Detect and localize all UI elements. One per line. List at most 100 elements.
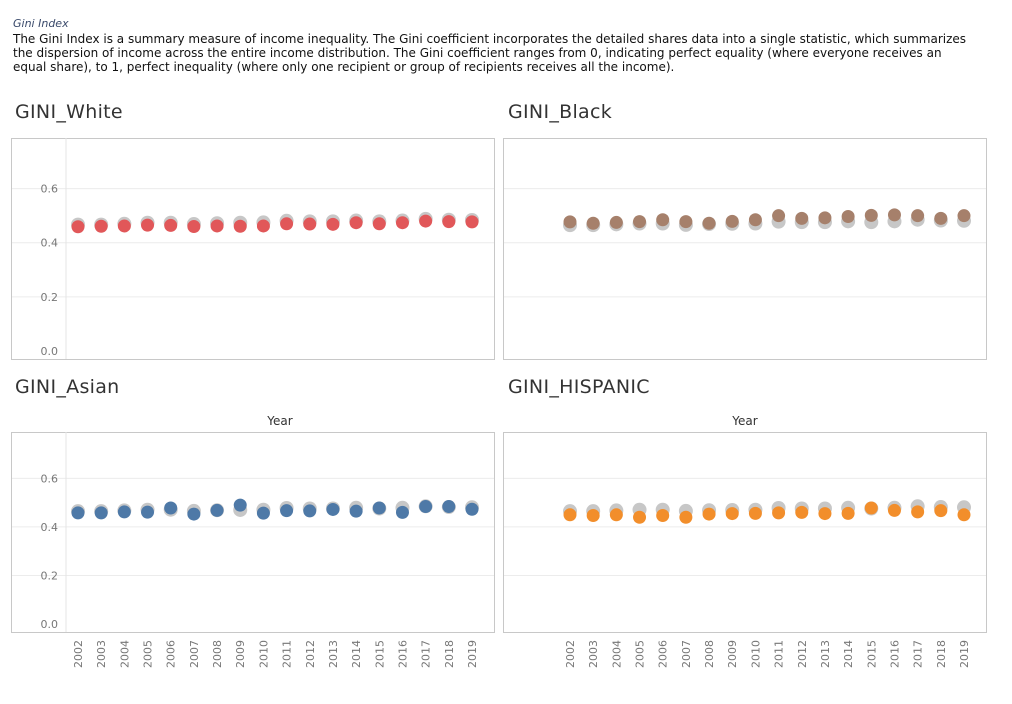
- data-point: [586, 509, 600, 523]
- data-point: [818, 507, 832, 521]
- x-tick-label: 2015: [373, 640, 386, 668]
- panel-frame: [11, 432, 495, 633]
- data-point: [748, 213, 762, 227]
- x-tick-label: 2017: [912, 640, 925, 668]
- x-tick-label: 2018: [443, 640, 456, 668]
- data-point: [864, 501, 878, 515]
- x-tick-label: 2016: [396, 640, 409, 668]
- y-tick-label: 0.6: [41, 183, 59, 196]
- data-point: [349, 504, 363, 518]
- x-tick-label: 2012: [796, 640, 809, 668]
- data-point: [841, 209, 855, 223]
- data-point: [210, 503, 224, 517]
- panel-title-hispanic: GINI_HISPANIC: [508, 376, 650, 398]
- x-tick-label: 2009: [234, 640, 247, 668]
- data-point: [934, 504, 948, 518]
- data-point: [256, 219, 270, 233]
- x-tick-label: 2008: [211, 640, 224, 668]
- data-point: [164, 501, 178, 515]
- data-point: [911, 209, 925, 223]
- data-point: [372, 501, 386, 515]
- data-point: [303, 504, 317, 518]
- x-axis-title-asian: Year: [267, 414, 293, 428]
- data-point: [395, 216, 409, 230]
- x-tick-label: 2005: [634, 640, 647, 668]
- data-point: [725, 507, 739, 521]
- data-point: [233, 219, 247, 233]
- y-tick-label: 0.4: [41, 237, 59, 250]
- x-tick-label: 2002: [564, 640, 577, 668]
- y-tick-label: 0.6: [41, 472, 59, 485]
- panel-white: 0.0 0.2 0.4 0.6: [11, 138, 495, 360]
- data-point: [280, 217, 294, 231]
- data-point: [419, 214, 433, 228]
- panel-hispanic: 2002 2003 2004 2005 2006 2007 2008 2009 2010 2011…: [503, 432, 987, 668]
- data-point: [442, 215, 456, 229]
- y-tick-label: 0.2: [41, 569, 59, 582]
- data-point: [117, 505, 131, 519]
- x-tick-label: 2011: [773, 640, 786, 668]
- x-tick-label: 2003: [587, 640, 600, 668]
- x-tick-label: 2004: [610, 640, 623, 668]
- data-point: [187, 219, 201, 233]
- data-point: [957, 209, 971, 223]
- panel-title-black: GINI_Black: [508, 101, 613, 123]
- x-tick-label: 2007: [680, 640, 693, 668]
- y-tick-label: 0.0: [41, 345, 59, 358]
- x-tick-label: 2005: [142, 640, 155, 668]
- data-point: [609, 508, 623, 522]
- data-point: [349, 216, 363, 230]
- x-tick-label: 2011: [281, 640, 294, 668]
- data-point: [395, 505, 409, 519]
- data-point: [465, 502, 479, 516]
- x-tick-label: 2019: [958, 640, 971, 668]
- data-point: [887, 208, 901, 222]
- panel-title-asian: GINI_Asian: [15, 376, 120, 398]
- data-point: [117, 219, 131, 233]
- dashboard-description: The Gini Index is a summary measure of i…: [13, 32, 967, 74]
- x-tick-label: 2017: [420, 640, 433, 668]
- data-point: [326, 502, 340, 516]
- x-tick-label: 2010: [749, 640, 762, 668]
- panel-frame: [503, 138, 987, 360]
- data-point: [934, 211, 948, 225]
- data-point: [372, 217, 386, 231]
- x-tick-label: 2006: [657, 640, 670, 668]
- panel-black: [503, 138, 987, 360]
- x-tick-label: 2009: [726, 640, 739, 668]
- x-tick-label: 2014: [842, 640, 855, 668]
- data-point: [656, 213, 670, 227]
- data-point: [187, 507, 201, 521]
- data-point: [326, 217, 340, 231]
- panel-title-white: GINI_White: [15, 101, 123, 123]
- data-point: [702, 216, 716, 230]
- x-tick-label: 2013: [819, 640, 832, 668]
- x-tick-label: 2007: [188, 640, 201, 668]
- data-point: [442, 500, 456, 514]
- data-point: [563, 508, 577, 522]
- x-tick-label: 2004: [118, 640, 131, 668]
- data-point: [586, 216, 600, 230]
- data-point: [609, 215, 623, 229]
- data-point: [94, 506, 108, 520]
- x-tick-label: 2016: [888, 640, 901, 668]
- y-tick-label: 0.4: [41, 521, 59, 534]
- data-point: [71, 506, 85, 520]
- data-point: [94, 219, 108, 233]
- data-point: [656, 509, 670, 523]
- data-point: [795, 505, 809, 519]
- data-point: [210, 219, 224, 233]
- panel-frame: [503, 432, 987, 633]
- data-point: [911, 505, 925, 519]
- data-point: [795, 211, 809, 225]
- data-point: [679, 215, 693, 229]
- data-point: [633, 510, 647, 524]
- data-point: [233, 498, 247, 512]
- data-point: [725, 214, 739, 228]
- y-tick-label: 0.0: [41, 618, 59, 631]
- data-point: [141, 505, 155, 519]
- data-point: [864, 208, 878, 222]
- x-tick-label: 2019: [466, 640, 479, 668]
- panel-frame: [11, 138, 495, 360]
